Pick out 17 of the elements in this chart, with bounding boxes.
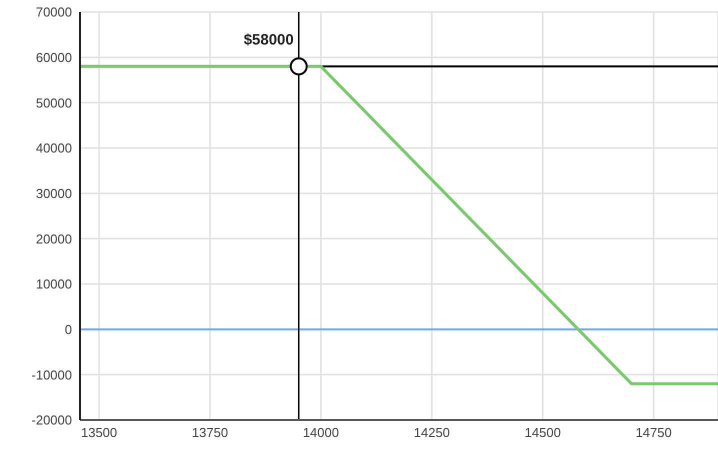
x-tick-label: 14500 (524, 425, 561, 440)
y-tick-label: -20000 (32, 412, 72, 428)
y-tick-label: 20000 (36, 231, 72, 246)
x-tick-label: 14750 (636, 425, 672, 440)
y-tick-label: 60000 (36, 50, 72, 65)
x-tick-label: 13500 (81, 425, 118, 440)
y-tick-label: 0 (64, 322, 72, 337)
y-tick-label: 50000 (36, 95, 72, 110)
y-tick-label: 70000 (36, 4, 72, 20)
y-tick-label: -10000 (32, 367, 72, 382)
y-tick-label: 10000 (36, 276, 72, 292)
y-tick-label: 40000 (36, 140, 72, 156)
x-tick-label: 14250 (414, 425, 450, 440)
y-tick-label: 30000 (36, 186, 72, 201)
annotation: $58000 (244, 31, 294, 48)
x-tick-label: 13750 (192, 425, 228, 440)
x-tick-label: 14000 (302, 425, 339, 440)
